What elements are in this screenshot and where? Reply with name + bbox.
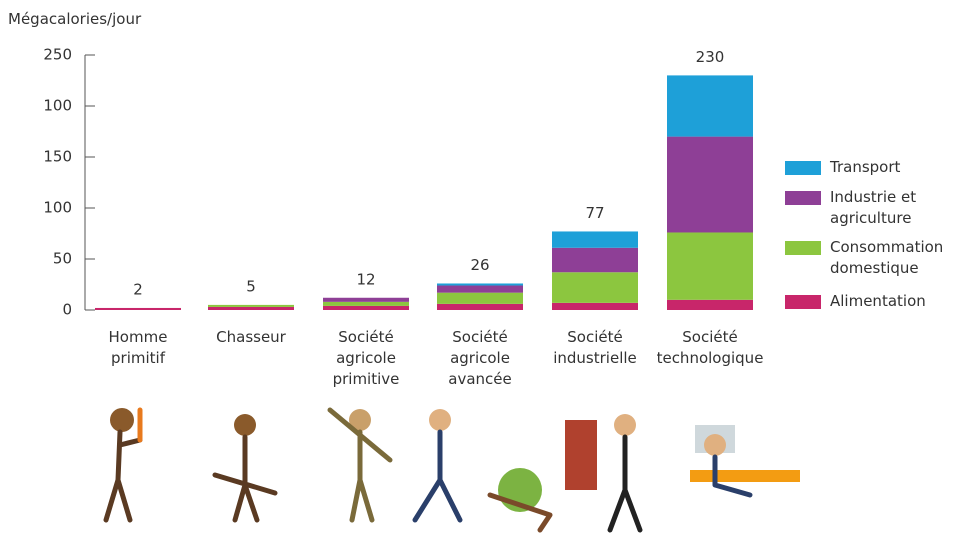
bar-segment: [323, 301, 409, 306]
legend-label: Consommation domestique: [830, 238, 944, 277]
bar-segment: [437, 292, 523, 304]
total-label: 5: [246, 277, 256, 295]
y-tick-label: 100: [43, 199, 72, 217]
x-tick-label: Homme primitif: [108, 328, 168, 367]
y-tick-label: 0: [62, 301, 72, 319]
legend-swatch: [785, 161, 821, 175]
bar-segment: [667, 299, 753, 310]
bar-segment: [667, 232, 753, 300]
total-label: 12: [356, 270, 375, 288]
bar-segment: [208, 306, 294, 310]
y-tick-label: 250: [43, 46, 72, 64]
bar-segment: [552, 302, 638, 310]
bar-segment: [552, 231, 638, 248]
bar-segment: [437, 303, 523, 310]
legend-label: Alimentation: [830, 292, 926, 310]
chart-title: Mégacalories/jour: [8, 10, 142, 28]
legend-swatch: [785, 241, 821, 255]
x-tick-label: Société agricole avancée: [448, 328, 512, 388]
bar-segment: [95, 307, 181, 310]
bar-segment: [437, 283, 523, 286]
y-tick-label: 50: [53, 250, 72, 268]
legend-label: Industrie et agriculture: [830, 188, 917, 227]
x-tick-label: Chasseur: [216, 328, 286, 346]
bar-segment: [552, 247, 638, 273]
bar-segment: [667, 136, 753, 233]
y-tick-label: 150: [43, 148, 72, 166]
bar-segment: [437, 285, 523, 293]
total-label: 26: [470, 256, 489, 274]
illustrations: [103, 407, 800, 533]
bar-segment: [552, 272, 638, 303]
total-label: 77: [585, 204, 604, 222]
legend-label: Transport: [830, 158, 901, 176]
x-tick-label: Société agricole primitive: [332, 328, 400, 388]
x-tick-label: Société technologique: [656, 328, 764, 367]
bar-segment: [667, 75, 753, 137]
bar-segment: [323, 297, 409, 302]
total-label: 230: [696, 48, 725, 66]
total-label: 2: [133, 280, 143, 298]
legend-swatch: [785, 191, 821, 205]
x-tick-label: Société industrielle: [553, 328, 637, 367]
bar-segment: [208, 304, 294, 307]
y-tick-label: 100: [43, 97, 72, 115]
bar-segment: [323, 305, 409, 310]
legend-swatch: [785, 295, 821, 309]
